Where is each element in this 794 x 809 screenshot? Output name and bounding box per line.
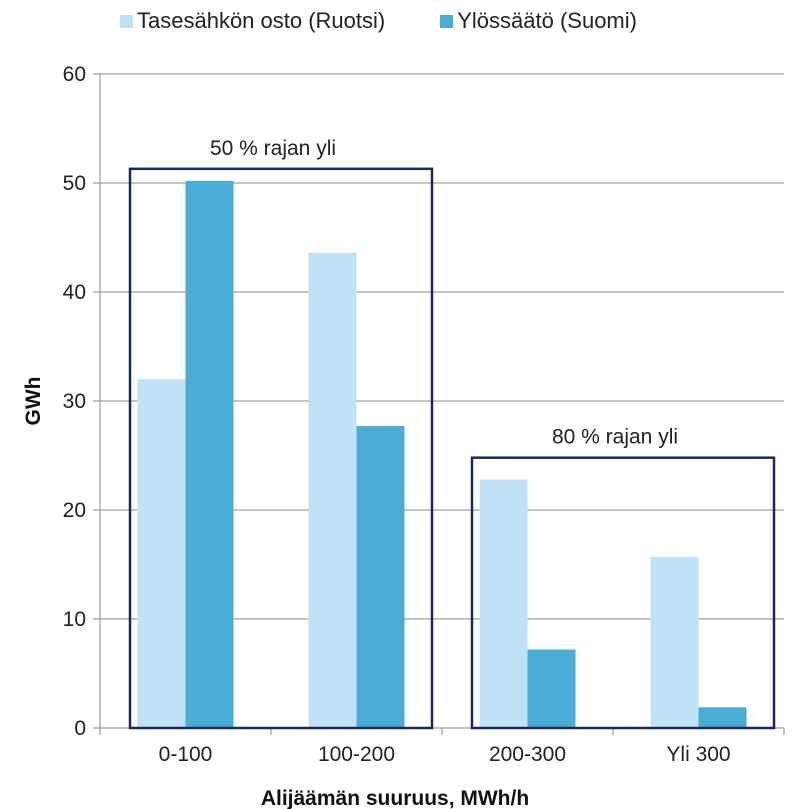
bar-series-1: [138, 379, 186, 728]
bar-series-1: [480, 479, 528, 728]
y-tick-label: 20: [63, 499, 86, 522]
bar-series-2: [699, 707, 747, 728]
y-axis-title: GWh: [22, 377, 45, 426]
y-tick-label: 10: [63, 608, 86, 631]
x-tick-label: 0-100: [159, 743, 213, 766]
bar-series-1: [651, 557, 699, 728]
x-tick-label: 100-200: [318, 743, 395, 766]
y-tick-label: 0: [74, 717, 86, 740]
y-tick-label: 30: [63, 390, 86, 413]
annotation-label: 50 % rajan yli: [210, 137, 336, 160]
annotation-label: 80 % rajan yli: [552, 426, 678, 449]
x-tick-label: 200-300: [489, 743, 566, 766]
x-tick-label: Yli 300: [666, 743, 730, 766]
bar-series-2: [528, 650, 576, 728]
bar-series-2: [357, 426, 405, 728]
y-tick-label: 40: [63, 281, 86, 304]
y-tick-label: 50: [63, 172, 86, 195]
x-axis-title: Alijäämän suuruus, MWh/h: [261, 787, 529, 809]
bar-series-2: [186, 181, 234, 728]
y-tick-label: 60: [63, 63, 86, 86]
bar-series-1: [309, 253, 357, 728]
